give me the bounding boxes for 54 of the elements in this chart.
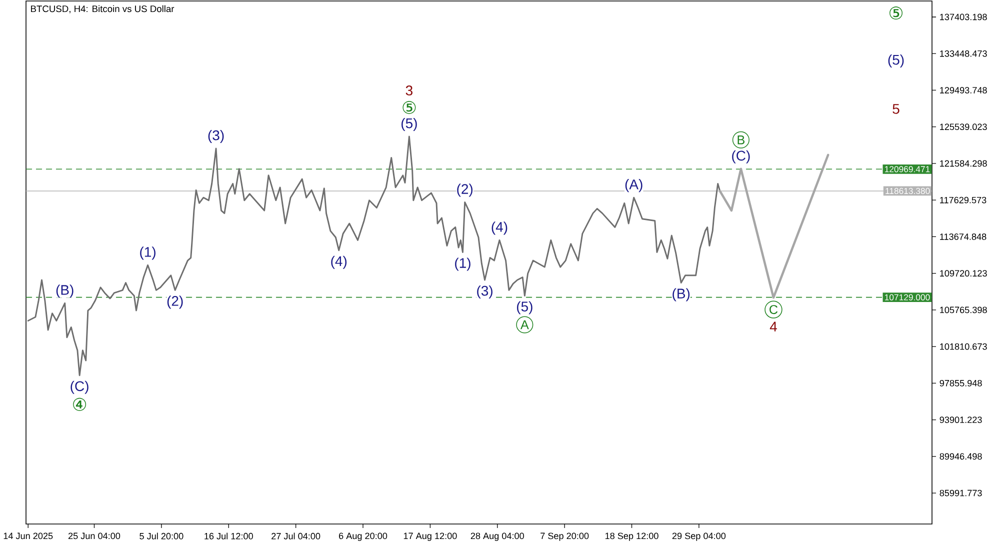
annotation: (1)	[455, 258, 470, 271]
x-tick-label: 14 Jun 2025	[4, 532, 53, 540]
annotation: (B)	[56, 284, 74, 298]
y-tick-label: 133448.473	[940, 50, 987, 57]
ref-line-label: 107129.000	[885, 294, 930, 300]
annotation: (1)	[140, 246, 156, 260]
annotation: (2)	[457, 184, 473, 197]
x-tick-label: 17 Aug 12:00	[404, 532, 457, 541]
x-tick-label: 28 Aug 04:00	[470, 532, 524, 541]
x-tick-label: 27 Jul 04:00	[272, 532, 320, 540]
x-tick-label: 18 Sep 12:00	[605, 532, 658, 541]
annotation: (B)	[672, 288, 690, 302]
annotation: A	[520, 320, 529, 330]
y-tick-label: 125539.023	[940, 124, 987, 130]
x-tick-label: 7 Sep 20:00	[540, 532, 589, 541]
y-tick-label: 105765.398	[940, 306, 987, 314]
y-tick-label: 113674.848	[940, 233, 986, 240]
annotation: ④	[73, 398, 86, 411]
annotation: (3)	[208, 130, 224, 144]
annotation: (A)	[625, 179, 642, 192]
y-tick-label: 117629.573	[940, 196, 986, 204]
y-tick-label: 121584.298	[940, 160, 987, 167]
annotation: (5)	[516, 301, 532, 314]
annotation: (5)	[888, 54, 904, 68]
annotation: B	[738, 136, 744, 144]
x-tick-label: 6 Aug 20:00	[339, 532, 388, 541]
annotation: (C)	[732, 150, 750, 164]
annotation: 5	[892, 104, 900, 114]
y-tick-label: 85991.773	[940, 490, 982, 496]
y-tick-label: 89946.498	[940, 453, 982, 460]
y-tick-label: 101810.673	[940, 343, 987, 350]
y-tick-label: 129493.748	[940, 87, 987, 94]
annotation: ⑤	[890, 6, 902, 20]
annotation: C	[770, 305, 778, 314]
annotation: 4	[770, 322, 777, 332]
ref-line-label: 118613.380	[886, 188, 930, 194]
y-tick-label: 109720.123	[940, 270, 987, 277]
y-tick-label: 97855.948	[940, 380, 982, 386]
x-tick-label: 29 Sep 04:00	[672, 532, 726, 541]
x-tick-label: 5 Jul 20:00	[140, 532, 184, 540]
y-tick-label: 93901.223	[940, 416, 982, 424]
annotation: (C)	[70, 380, 88, 394]
chart-title: BTCUSD, H4: Bitcoin vs US Dollar	[31, 5, 174, 14]
x-tick-label: 16 Jul 12:00	[204, 532, 253, 540]
annotation: (3)	[477, 285, 492, 299]
annotation: 3	[406, 86, 412, 96]
annotation: (2)	[167, 296, 183, 309]
annotation: ⑤	[402, 100, 416, 114]
annotation: (4)	[492, 222, 508, 235]
x-tick-label: 25 Jun 04:00	[68, 532, 120, 540]
annotation: (4)	[331, 256, 347, 269]
ref-line-label: 120969.471	[885, 166, 930, 172]
y-tick-label: 137403.198	[940, 14, 987, 20]
annotation: (5)	[401, 118, 417, 131]
